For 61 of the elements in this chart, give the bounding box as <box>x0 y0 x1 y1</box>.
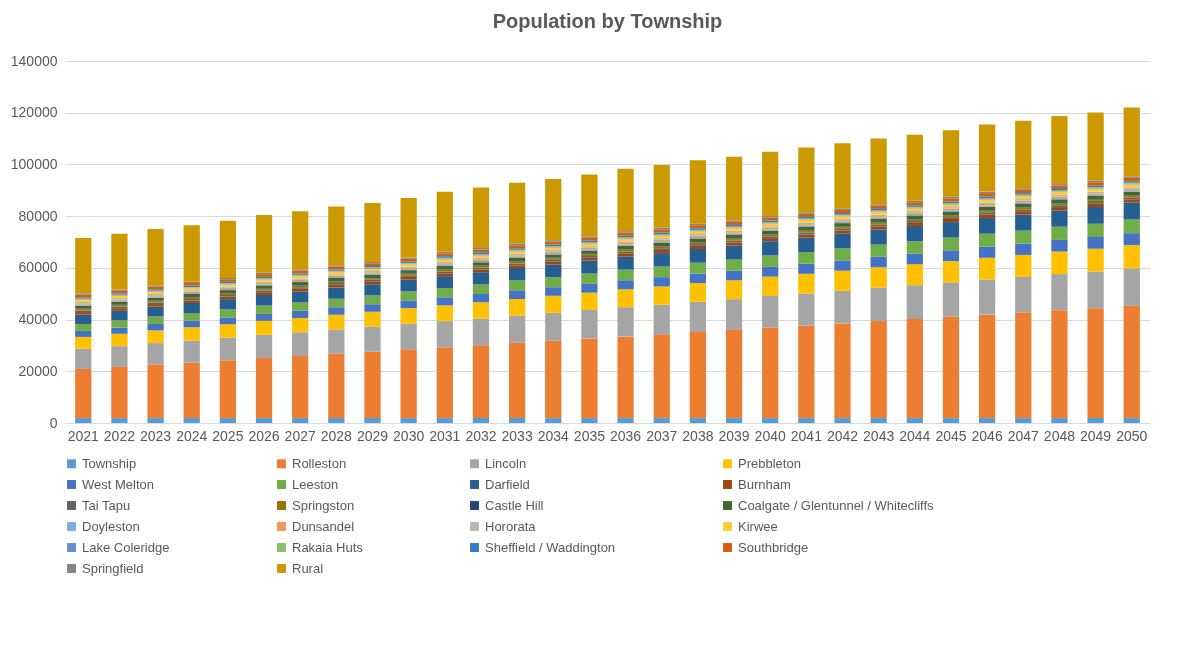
legend-label: Lake Coleridge <box>82 539 170 555</box>
x-tick-label: 2039 <box>718 427 750 444</box>
legend-label: Hororata <box>485 518 537 534</box>
x-tick-label: 2022 <box>103 427 136 444</box>
legend-label: Southbridge <box>738 539 809 555</box>
x-tick-label: 2031 <box>429 427 461 444</box>
legend-label: Burnham <box>738 476 791 492</box>
legend-label: Rural <box>292 560 324 576</box>
x-tick-label: 2040 <box>754 427 786 444</box>
x-tick-label: 2047 <box>1007 427 1040 444</box>
y-tick-label: 40000 <box>18 311 58 328</box>
legend-label: Tai Tapu <box>82 497 131 513</box>
x-tick-label: 2045 <box>935 427 967 444</box>
legend-label: West Melton <box>82 476 155 492</box>
x-tick-label: 2021 <box>67 427 100 444</box>
legend-label: Township <box>82 455 137 471</box>
legend-label: Leeston <box>292 476 339 492</box>
x-tick-label: 2028 <box>320 427 353 444</box>
x-tick-label: 2050 <box>1116 427 1148 444</box>
legend-label: Coalgate / Glentunnel / Whitecliffs <box>738 497 935 513</box>
x-tick-label: 2033 <box>501 427 533 444</box>
x-tick-label: 2048 <box>1043 427 1076 444</box>
x-tick-label: 2032 <box>465 427 497 444</box>
x-tick-label: 2049 <box>1080 427 1112 444</box>
x-tick-label: 2043 <box>863 427 895 444</box>
x-tick-label: 2023 <box>139 427 172 444</box>
x-tick-label: 2042 <box>826 427 859 444</box>
legend-label: Springston <box>292 497 355 513</box>
y-tick-label: 100000 <box>10 155 58 172</box>
x-tick-label: 2038 <box>682 427 714 444</box>
x-tick-label: 2030 <box>393 427 425 444</box>
y-tick-label: 140000 <box>10 52 58 69</box>
legend-label: Lincoln <box>485 455 527 471</box>
x-tick-label: 2026 <box>248 427 280 444</box>
legend-label: Prebbleton <box>738 455 801 471</box>
x-tick-label: 2029 <box>356 427 389 444</box>
y-tick-label: 60000 <box>18 259 58 276</box>
y-tick-label: 80000 <box>18 207 58 224</box>
x-tick-label: 2041 <box>790 427 823 444</box>
x-tick-label: 2034 <box>537 427 570 444</box>
legend-label: Dunsandel <box>292 518 355 534</box>
x-tick-label: 2025 <box>212 427 244 444</box>
x-tick-label: 2046 <box>971 427 1003 444</box>
y-tick-label: 120000 <box>10 104 58 121</box>
x-tick-label: 2027 <box>284 427 316 444</box>
x-tick-label: 2035 <box>573 427 606 444</box>
legend-label: Kirwee <box>738 518 778 534</box>
legend-label: Sheffield / Waddington <box>485 539 616 555</box>
legend-label: Rakaia Huts <box>292 539 364 555</box>
legend-label: Darfield <box>485 476 530 492</box>
x-tick-label: 2037 <box>646 427 678 444</box>
legend-label: Doyleston <box>82 518 140 534</box>
y-tick-label: 0 <box>49 414 58 431</box>
y-tick-label: 20000 <box>18 362 58 379</box>
x-tick-label: 2044 <box>899 427 931 444</box>
x-tick-label: 2036 <box>610 427 642 444</box>
legend-label: Castle Hill <box>485 497 544 513</box>
legend-label: Springfield <box>82 560 144 576</box>
legend-label: Rolleston <box>292 455 347 471</box>
x-tick-label: 2024 <box>176 427 208 444</box>
chart-title: Population by Township <box>492 10 723 32</box>
